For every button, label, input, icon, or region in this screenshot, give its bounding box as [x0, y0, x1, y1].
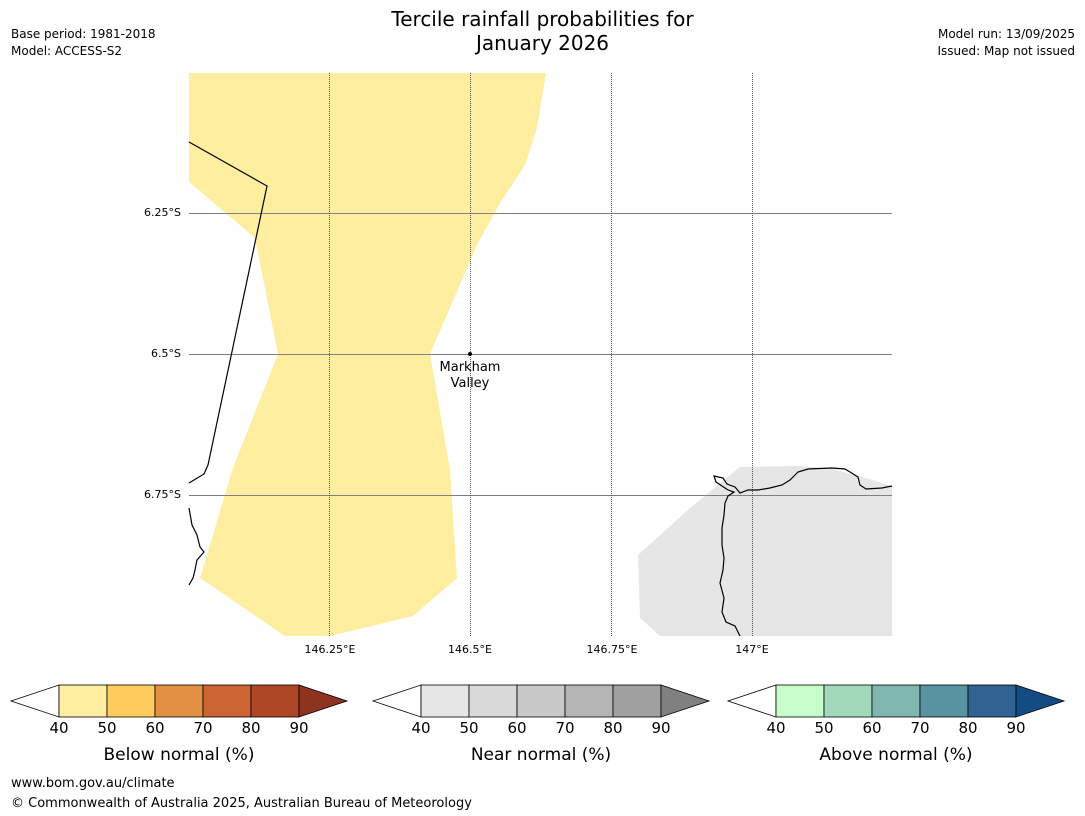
- title-line-1: Tercile rainfall probabilities for: [391, 7, 694, 31]
- colorbar-above-normal: [726, 684, 1066, 718]
- colorbar-segment: [919, 684, 969, 718]
- colorbar-segment: [516, 684, 566, 718]
- colorbar-max-extension: [660, 684, 711, 718]
- colorbar-segment: [106, 684, 156, 718]
- colorbar-min-extension: [9, 684, 60, 718]
- lat-gridlines: [189, 213, 892, 496]
- colorbar-segment: [967, 684, 1017, 718]
- colorbar-min-extension: [726, 684, 777, 718]
- colorbar-tick-label: 50: [459, 719, 479, 737]
- footer-url[interactable]: www.bom.gov.au/climate: [11, 776, 175, 791]
- lat-label-6-5s: 6.5°S: [151, 347, 181, 360]
- colorbar-tick-label: 80: [603, 719, 623, 737]
- map-title: Tercile rainfall probabilities for Janua…: [0, 7, 1085, 55]
- place-label: Markham Valley: [420, 360, 520, 392]
- colorbar-tick-label: 70: [193, 719, 213, 737]
- colorbar-tick-label: 70: [555, 719, 575, 737]
- colorbar-tick-label: 50: [814, 719, 834, 737]
- colorbar-segment: [202, 684, 252, 718]
- colorbar-tick-label: 40: [411, 719, 431, 737]
- meta-right: Model run: 13/09/2025 Issued: Map not is…: [937, 26, 1075, 60]
- coastlines: [188, 141, 893, 637]
- colorbar-tick-label: 80: [958, 719, 978, 737]
- meta-left: Base period: 1981-2018 Model: ACCESS-S2: [11, 26, 156, 60]
- lon-label-147e: 147°E: [735, 643, 769, 656]
- colorbar-segment: [823, 684, 873, 718]
- colorbar-near-normal: [371, 684, 711, 718]
- border-line: [188, 141, 268, 484]
- colorbar-segment: [775, 684, 825, 718]
- colorbar-segment: [154, 684, 204, 718]
- colorbar-tick-label: 60: [507, 719, 527, 737]
- colorbar-tick-label: 70: [910, 719, 930, 737]
- model-run: Model run: 13/09/2025: [937, 27, 1075, 41]
- colorbar-tick-label: 50: [97, 719, 117, 737]
- coast-left-bottom: [188, 507, 205, 586]
- colorbar-below-normal: [9, 684, 349, 718]
- title-line-2: January 2026: [475, 31, 610, 55]
- colorbar-segment: [871, 684, 921, 718]
- base-period: Base period: 1981-2018: [11, 27, 156, 41]
- colorbar-segment: [468, 684, 518, 718]
- lon-label-146-25e: 146.25°E: [304, 643, 356, 656]
- colorbar-segment: [420, 684, 470, 718]
- colorbar-tick-label: 90: [289, 719, 309, 737]
- colorbar-tick-label: 40: [49, 719, 69, 737]
- lon-label-146-5e: 146.5°E: [448, 643, 492, 656]
- colorbar-segment: [250, 684, 300, 718]
- colorbar-tick-label: 90: [651, 719, 671, 737]
- coast-huon: [713, 467, 893, 637]
- footer-copyright: © Commonwealth of Australia 2025, Austra…: [11, 796, 472, 811]
- colorbar-title: Below normal (%): [103, 745, 255, 765]
- colorbar-max-extension: [298, 684, 349, 718]
- colorbar-tick-label: 80: [241, 719, 261, 737]
- issued-status: Issued: Map not issued: [937, 44, 1075, 58]
- lon-label-146-75e: 146.75°E: [586, 643, 638, 656]
- near-normal-region: [638, 466, 892, 636]
- colorbar-tick-label: 90: [1006, 719, 1026, 737]
- colorbar-tick-label: 60: [145, 719, 165, 737]
- lat-label-6-75s: 6.75°S: [144, 488, 181, 501]
- colorbar-segment: [612, 684, 662, 718]
- colorbar-tick-label: 60: [862, 719, 882, 737]
- colorbar-segment: [564, 684, 614, 718]
- colorbar-tick-label: 40: [766, 719, 786, 737]
- colorbar-title: Near normal (%): [470, 745, 612, 765]
- colorbars: [9, 684, 1066, 718]
- model-name: Model: ACCESS-S2: [11, 44, 123, 58]
- colorbar-title: Above normal (%): [819, 745, 973, 765]
- colorbar-max-extension: [1015, 684, 1066, 718]
- colorbar-min-extension: [371, 684, 422, 718]
- colorbar-segment: [58, 684, 108, 718]
- place-name-line-1: Markham: [439, 360, 501, 375]
- lat-label-6-25s: 6.25°S: [144, 206, 181, 219]
- place-name-line-2: Valley: [450, 376, 490, 391]
- markham-valley-marker: [468, 352, 472, 356]
